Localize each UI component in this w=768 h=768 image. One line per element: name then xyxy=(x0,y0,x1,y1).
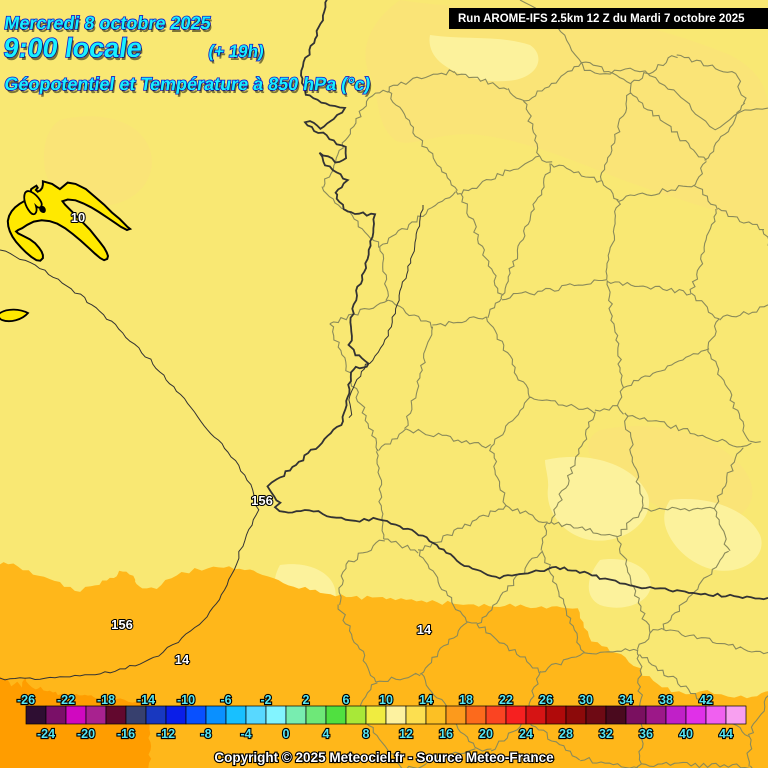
svg-text:4: 4 xyxy=(323,727,330,741)
svg-text:22: 22 xyxy=(499,693,513,707)
svg-text:24: 24 xyxy=(519,727,533,741)
svg-text:14: 14 xyxy=(175,652,190,667)
svg-text:20: 20 xyxy=(479,727,493,741)
svg-text:-14: -14 xyxy=(137,693,155,707)
svg-text:14: 14 xyxy=(417,622,432,637)
svg-text:44: 44 xyxy=(719,727,733,741)
svg-text:-20: -20 xyxy=(77,727,95,741)
svg-text:38: 38 xyxy=(659,693,673,707)
svg-text:18: 18 xyxy=(459,693,473,707)
svg-text:36: 36 xyxy=(639,727,653,741)
svg-text:42: 42 xyxy=(699,693,713,707)
svg-text:-18: -18 xyxy=(97,693,115,707)
svg-text:-8: -8 xyxy=(200,727,211,741)
svg-text:8: 8 xyxy=(363,727,370,741)
svg-text:32: 32 xyxy=(599,727,613,741)
svg-text:28: 28 xyxy=(559,727,573,741)
svg-text:-16: -16 xyxy=(117,727,135,741)
svg-text:-2: -2 xyxy=(260,693,271,707)
svg-text:-26: -26 xyxy=(17,693,35,707)
svg-text:-22: -22 xyxy=(57,693,75,707)
svg-text:-10: -10 xyxy=(177,693,195,707)
svg-text:30: 30 xyxy=(579,693,593,707)
svg-text:Copyright © 2025 Meteociel.fr: Copyright © 2025 Meteociel.fr - Source M… xyxy=(214,750,554,765)
svg-text:10: 10 xyxy=(379,693,393,707)
svg-text:2: 2 xyxy=(303,693,310,707)
svg-text:40: 40 xyxy=(679,727,693,741)
svg-text:156: 156 xyxy=(251,493,273,508)
svg-text:0: 0 xyxy=(283,727,290,741)
svg-text:-6: -6 xyxy=(220,693,231,707)
svg-text:6: 6 xyxy=(343,693,350,707)
svg-text:34: 34 xyxy=(619,693,633,707)
svg-text:-24: -24 xyxy=(37,727,55,741)
svg-text:10: 10 xyxy=(71,210,85,225)
svg-text:12: 12 xyxy=(399,727,413,741)
svg-text:14: 14 xyxy=(419,693,433,707)
svg-text:16: 16 xyxy=(439,727,453,741)
svg-text:-12: -12 xyxy=(157,727,175,741)
svg-text:26: 26 xyxy=(539,693,553,707)
svg-text:-4: -4 xyxy=(240,727,251,741)
svg-text:156: 156 xyxy=(111,617,133,632)
